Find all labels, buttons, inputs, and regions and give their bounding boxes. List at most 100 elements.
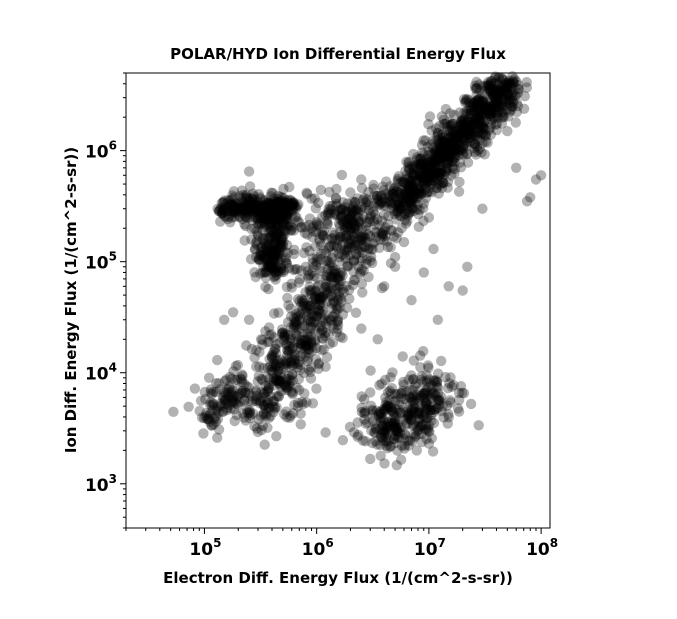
scatter-point	[320, 255, 332, 266]
scatter-point	[483, 102, 494, 114]
scatter-point	[288, 225, 299, 236]
scatter-point	[406, 178, 417, 189]
scatter-point	[508, 75, 519, 86]
scatter-point	[385, 242, 396, 253]
scatter-point	[503, 89, 514, 100]
scatter-point	[454, 157, 466, 168]
scatter-point	[496, 82, 507, 93]
scatter-point	[285, 337, 296, 349]
scatter-point	[458, 149, 469, 160]
scatter-point	[268, 376, 279, 387]
scatter-point	[263, 218, 275, 230]
scatter-point	[279, 218, 290, 229]
scatter-point	[293, 199, 304, 210]
scatter-point	[228, 201, 240, 213]
scatter-point	[521, 196, 533, 207]
scatter-point	[382, 241, 394, 253]
scatter-point	[310, 286, 322, 297]
scatter-point	[476, 147, 487, 158]
scatter-point	[278, 210, 289, 221]
scatter-point	[383, 210, 394, 222]
scatter-point	[392, 201, 404, 212]
scatter-point	[282, 381, 293, 392]
scatter-point	[427, 179, 438, 190]
scatter-point	[228, 205, 239, 216]
scatter-point	[426, 187, 437, 198]
scatter-point	[371, 193, 382, 204]
scatter-point	[521, 82, 532, 93]
scatter-point	[486, 92, 497, 103]
scatter-point	[189, 383, 201, 394]
scatter-point	[272, 196, 283, 208]
scatter-point	[483, 124, 495, 136]
scatter-point	[249, 203, 261, 215]
scatter-point	[495, 87, 506, 98]
scatter-point	[267, 203, 279, 214]
scatter-point	[434, 138, 445, 149]
scatter-point	[281, 359, 292, 370]
scatter-point	[288, 201, 299, 213]
scatter-point	[267, 206, 278, 217]
scatter-point	[267, 212, 278, 223]
scatter-point	[434, 159, 445, 171]
scatter-point	[488, 112, 499, 123]
scatter-point	[248, 207, 260, 218]
scatter-point	[332, 272, 344, 283]
scatter-point	[255, 246, 267, 258]
scatter-point	[419, 178, 430, 189]
scatter-point	[407, 190, 419, 201]
scatter-point	[269, 232, 280, 244]
scatter-point	[400, 165, 411, 177]
scatter-point	[372, 190, 383, 202]
scatter-point	[227, 207, 239, 219]
scatter-point	[227, 199, 239, 211]
scatter-point	[403, 206, 415, 218]
scatter-point	[441, 165, 452, 176]
scatter-point	[389, 205, 400, 217]
scatter-point	[491, 88, 503, 100]
scatter-point	[417, 178, 428, 189]
scatter-point	[447, 156, 458, 167]
scatter-point	[452, 140, 463, 152]
scatter-point	[241, 199, 252, 210]
scatter-point	[270, 343, 281, 354]
scatter-point	[403, 164, 415, 175]
scatter-point	[258, 261, 269, 272]
scatter-point	[432, 130, 443, 141]
scatter-point	[243, 202, 255, 214]
scatter-point	[254, 250, 265, 262]
scatter-point	[469, 127, 480, 138]
scatter-point	[259, 212, 270, 223]
scatter-point	[455, 119, 466, 130]
scatter-point	[471, 113, 482, 124]
scatter-point	[320, 427, 331, 438]
scatter-point	[273, 198, 284, 209]
scatter-point	[416, 147, 428, 158]
scatter-point	[436, 149, 447, 161]
scatter-point	[274, 378, 285, 389]
scatter-point	[331, 316, 343, 327]
scatter-point	[398, 177, 409, 188]
scatter-point	[392, 173, 404, 184]
scatter-point	[386, 225, 398, 236]
scatter-point	[382, 218, 394, 230]
scatter-point	[246, 202, 257, 213]
scatter-point	[255, 410, 266, 422]
scatter-point	[304, 269, 315, 281]
scatter-point	[400, 188, 411, 199]
scatter-point	[442, 125, 453, 136]
scatter-point	[266, 262, 277, 274]
scatter-point	[263, 240, 275, 251]
scatter-point	[270, 211, 281, 222]
scatter-point	[462, 129, 473, 140]
scatter-point	[429, 175, 440, 186]
scatter-point	[376, 197, 387, 209]
scatter-point	[398, 193, 410, 204]
scatter-point	[470, 113, 481, 124]
scatter-point	[502, 87, 514, 99]
scatter-point	[272, 206, 284, 217]
scatter-point	[361, 217, 372, 228]
scatter-point	[236, 204, 247, 215]
scatter-point	[441, 141, 452, 152]
scatter-point	[255, 212, 266, 224]
